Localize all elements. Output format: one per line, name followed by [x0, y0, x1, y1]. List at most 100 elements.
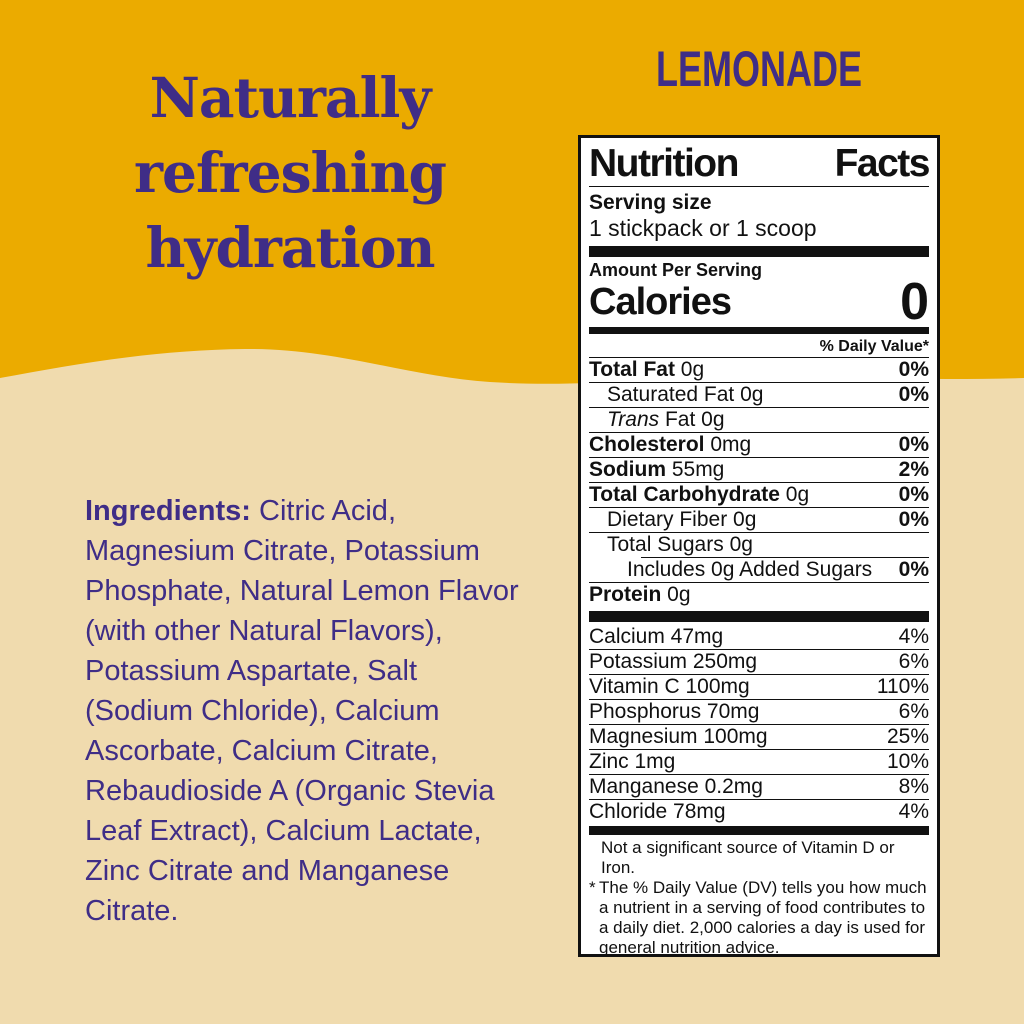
vitamin-row: Manganese 0.2mg 8% [589, 775, 929, 799]
ingredients-text: Citric Acid, Magnesium Citrate, Potassiu… [85, 495, 519, 927]
amount-per-serving-label: Amount Per Serving [589, 260, 763, 280]
vitamin-name: Vitamin C 100mg [589, 675, 750, 698]
divider [589, 186, 929, 187]
nutrient-daily-value: 2% [898, 458, 929, 481]
ingredients-label: Ingredients: [85, 495, 251, 527]
vitamin-daily-value: 8% [898, 775, 929, 798]
nutrient-daily-value: 0% [898, 358, 929, 381]
vitamin-name: Chloride 78mg [589, 800, 726, 823]
vitamin-daily-value: 4% [898, 800, 929, 823]
ingredients-paragraph: Ingredients: Citric Acid, Magnesium Citr… [85, 491, 533, 931]
vitamin-daily-value: 6% [898, 700, 929, 723]
vitamin-daily-value: 6% [898, 650, 929, 673]
row-divider [589, 532, 929, 533]
vitamin-name: Phosphorus 70mg [589, 700, 760, 723]
label-footnotes: Not a significant source of Vitamin D or… [589, 838, 929, 957]
divider [589, 357, 929, 358]
nutrient-row: Sodium 55mg 2% [589, 458, 929, 482]
nutrient-name: Total Carbohydrate 0g [589, 483, 810, 506]
row-divider [589, 582, 929, 583]
medium-divider [589, 327, 929, 334]
vitamin-name: Potassium 250mg [589, 650, 758, 673]
vitamin-name: Calcium 47mg [589, 625, 724, 648]
nutrient-row: Trans Fat 0g [589, 408, 929, 432]
nutrient-name: Cholesterol 0mg [589, 433, 752, 456]
vitamin-daily-value: 110% [876, 675, 929, 698]
calories-label: Calories [589, 281, 732, 323]
nutrition-facts-title: Nutrition Facts [589, 142, 931, 186]
nutrient-row: Includes 0g Added Sugars 0% [589, 558, 929, 582]
nutrient-name: Dietary Fiber 0g [607, 508, 757, 531]
vitamin-daily-value: 25% [886, 725, 929, 748]
row-divider [589, 432, 929, 433]
row-divider [589, 382, 929, 383]
nutrition-facts-title-word2: Facts [834, 142, 931, 185]
row-divider [589, 649, 929, 650]
flavor-name: LEMONADE [655, 41, 862, 97]
daily-value-note: * The % Daily Value (DV) tells you how m… [589, 878, 929, 957]
thick-divider [589, 611, 929, 622]
nutrient-row: Cholesterol 0mg 0% [589, 433, 929, 457]
vitamin-row: Vitamin C 100mg 110% [589, 675, 929, 699]
nutrient-daily-value: 0% [898, 558, 929, 581]
row-divider [589, 482, 929, 483]
daily-value-header: % Daily Value* [819, 338, 929, 355]
nutrient-row: Dietary Fiber 0g 0% [589, 508, 929, 532]
row-divider [589, 724, 929, 725]
nutrient-name: Total Fat 0g [589, 358, 705, 381]
nutrient-rows: Total Fat 0g 0% Saturated Fat 0g 0% Trans Fa… [589, 358, 929, 607]
nutrition-facts-title-word1: Nutrition [589, 142, 739, 185]
nutrient-row: Total Fat 0g 0% [589, 358, 929, 382]
vitamin-daily-value: 10% [886, 750, 929, 773]
vitamin-daily-value: 4% [898, 625, 929, 648]
nutrient-name: Trans Fat 0g [607, 408, 725, 431]
nutrient-row: Protein 0g [589, 583, 929, 607]
vitamin-name: Zinc 1mg [589, 750, 676, 773]
thick-divider [589, 826, 929, 835]
row-divider [589, 699, 929, 700]
thick-divider [589, 246, 929, 257]
nutrient-row: Total Carbohydrate 0g 0% [589, 483, 929, 507]
vitamin-row: Magnesium 100mg 25% [589, 725, 929, 749]
daily-value-note-text: The % Daily Value (DV) tells you how muc… [599, 878, 927, 957]
nutrient-daily-value: 0% [898, 508, 929, 531]
calories-row: Calories 0 [589, 273, 929, 331]
hero-headline-line3: hydration [145, 215, 436, 280]
row-divider [589, 407, 929, 408]
row-divider [589, 749, 929, 750]
row-divider [589, 774, 929, 775]
hero-headline: Naturally refreshing hydration [85, 60, 495, 285]
nutrient-name: Saturated Fat 0g [607, 383, 764, 406]
nutrient-row: Total Sugars 0g [589, 533, 929, 557]
flavor-name-wrap: LEMONADE [578, 44, 940, 94]
vitamin-row: Phosphorus 70mg 6% [589, 700, 929, 724]
nutrient-daily-value: 0% [898, 483, 929, 506]
nutrient-row: Saturated Fat 0g 0% [589, 383, 929, 407]
vitamin-row: Calcium 47mg 4% [589, 625, 929, 649]
vitamin-mineral-rows: Calcium 47mg 4% Potassium 250mg 6% Vitamin C… [589, 625, 929, 824]
vitamin-row: Chloride 78mg 4% [589, 800, 929, 824]
serving-size-label: Serving size [589, 191, 712, 214]
row-divider [641, 557, 929, 558]
row-divider [589, 457, 929, 458]
nutrient-name: Sodium 55mg [589, 458, 725, 481]
nutrient-daily-value: 0% [898, 383, 929, 406]
vitamin-row: Potassium 250mg 6% [589, 650, 929, 674]
row-divider [589, 799, 929, 800]
footnote-asterisk: * [589, 878, 596, 897]
row-divider [589, 674, 929, 675]
vitamin-name: Manganese 0.2mg [589, 775, 763, 798]
vitamin-name: Magnesium 100mg [589, 725, 768, 748]
nutrition-facts-panel: Nutrition Facts Serving size 1 stickpack… [578, 135, 940, 957]
nutrient-name: Protein 0g [589, 583, 691, 606]
nutrient-name: Includes 0g Added Sugars [627, 558, 873, 581]
not-significant-note: Not a significant source of Vitamin D or… [601, 838, 895, 877]
row-divider [589, 507, 929, 508]
serving-size-value: 1 stickpack or 1 scoop [589, 215, 817, 241]
nutrient-name: Total Sugars 0g [607, 533, 753, 556]
hero-headline-line1: Naturally [149, 65, 432, 130]
vitamin-row: Zinc 1mg 10% [589, 750, 929, 774]
calories-value: 0 [900, 273, 929, 331]
nutrient-daily-value: 0% [898, 433, 929, 456]
hero-headline-line2: refreshing [134, 140, 447, 205]
